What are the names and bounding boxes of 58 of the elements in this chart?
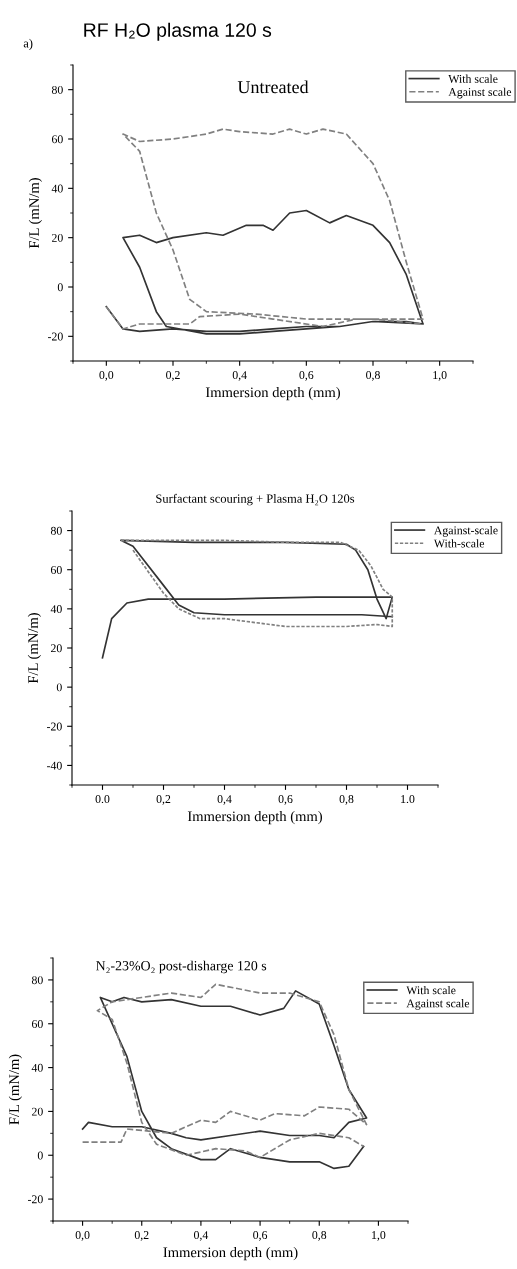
x-tick-label: 1,0 [433, 371, 447, 381]
y-tick-label: 80 [50, 526, 62, 535]
y-tick-label: 80 [31, 976, 43, 985]
x-tick-label: 0,2 [166, 371, 180, 381]
x-tick-label: 0,2 [156, 795, 171, 805]
y-tick-label: 0 [37, 1151, 43, 1160]
y-axis-title: F/L (mN/m) [27, 613, 41, 684]
y-tick-label: 20 [50, 644, 62, 653]
x-tick-label: 1,0 [372, 1231, 386, 1241]
y-tick-label: 40 [51, 184, 63, 193]
chart-title: Surfactant scouring + Plasma H₂O 120s [156, 493, 355, 506]
y-tick-label: 0 [56, 683, 62, 692]
x-axis-title: Immersion depth (mm) [163, 1246, 298, 1261]
x-tick-label: 0,4 [193, 1231, 209, 1241]
y-tick-label: 60 [50, 565, 62, 574]
x-tick-label: 0,0 [99, 371, 114, 381]
x-tick-label: 0,2 [134, 1231, 149, 1241]
legend-label: Against scale [448, 87, 512, 99]
y-axis-title: F/L (mN/m) [28, 178, 42, 249]
legend-label: With scale [448, 74, 498, 83]
x-tick-label: 0,6 [253, 1231, 268, 1241]
chart-title: RF H₂O plasma 120 s [84, 22, 272, 41]
y-tick-label: -20 [46, 722, 62, 731]
line-series [105, 209, 424, 335]
x-tick-label: 0,4 [232, 371, 247, 381]
x-tick-label: 0,8 [312, 1231, 327, 1241]
y-tick-label: 40 [50, 605, 62, 614]
y-tick-label: -40 [46, 761, 62, 770]
y-tick-label: 40 [31, 1063, 43, 1072]
line-series [119, 539, 394, 628]
y-tick-label: -20 [27, 1195, 43, 1204]
line-series [105, 128, 424, 330]
text: a) [23, 38, 33, 51]
x-tick-label: 0.0 [95, 795, 110, 804]
y-tick-label: 0 [57, 283, 63, 292]
x-tick-label: 0,0 [75, 1231, 90, 1241]
y-tick-label: 60 [51, 135, 63, 144]
x-tick-label: 0,6 [299, 371, 314, 381]
x-tick-label: 0,8 [339, 795, 354, 805]
legend-label: With scale [406, 985, 456, 995]
x-tick-label: 0,8 [366, 371, 380, 381]
y-tick-label: 20 [31, 1107, 43, 1116]
legend-label: Against-scale [433, 526, 498, 537]
x-tick-label: 0,4 [217, 795, 232, 805]
y-tick-label: -20 [47, 332, 63, 341]
y-tick-label: 60 [31, 1020, 43, 1028]
x-tick-label: 1.0 [401, 795, 415, 804]
x-axis-title: Immersion depth (mm) [187, 810, 322, 825]
y-tick-label: 20 [51, 233, 63, 242]
annotation: Untreated [237, 80, 309, 94]
x-axis-title: Immersion depth (mm) [205, 386, 340, 401]
chart-title: N₂-23%O₂ post-disharge 120 s [96, 960, 267, 974]
legend-label: Against scale [406, 999, 470, 1010]
line-series [101, 539, 394, 659]
x-tick-label: 0,6 [278, 795, 293, 805]
y-axis-title: F/L (mN/m) [8, 1054, 22, 1125]
legend-label: With-scale [433, 539, 485, 548]
y-tick-label: 80 [51, 85, 63, 94]
